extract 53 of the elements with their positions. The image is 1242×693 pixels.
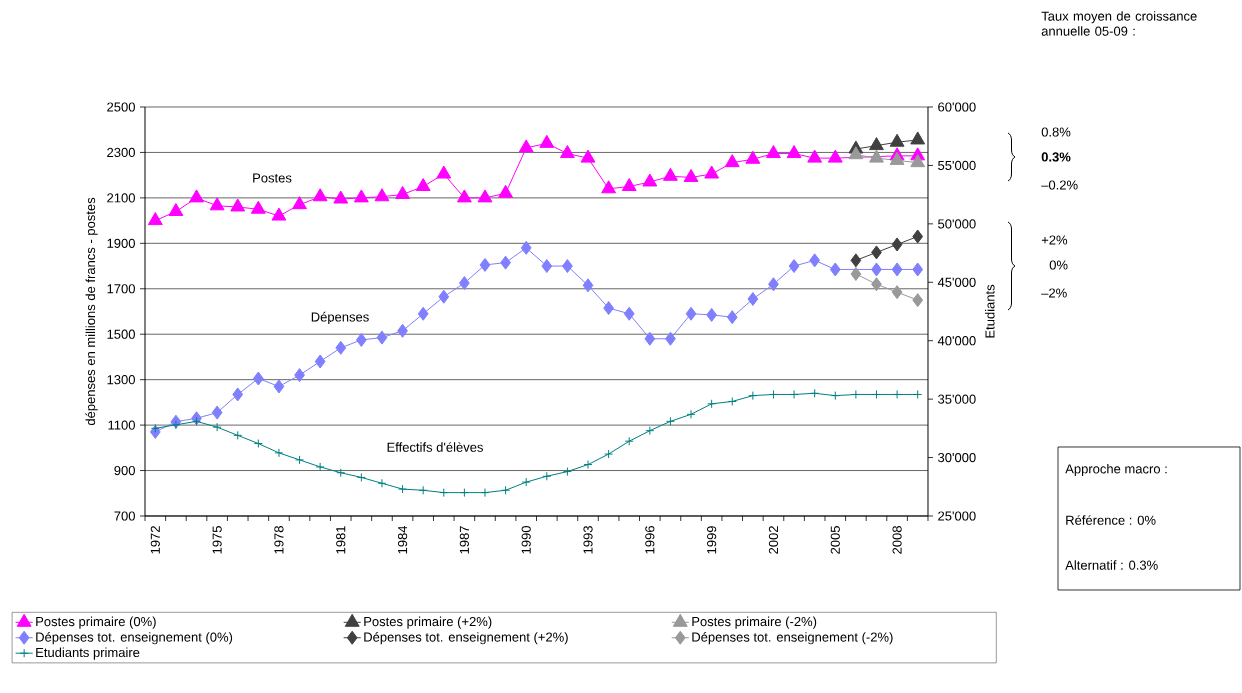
- legend-label: Postes primaire (+2%): [364, 616, 492, 629]
- legend-label: Dépenses tot. enseignement (0%): [36, 631, 233, 645]
- x-tick-label: 1975: [212, 526, 222, 554]
- text: Référence : 0%: [1066, 515, 1156, 525]
- y-tick-label: 1700: [107, 284, 135, 294]
- y-tick-label: 1500: [107, 329, 135, 339]
- x-tick-label: 1978: [274, 526, 284, 554]
- x-tick-label: 1981: [336, 526, 346, 554]
- y-tick-label: 1900: [107, 238, 135, 248]
- y2-tick-label: 55'000: [938, 160, 976, 171]
- legend-label: Postes primaire (0%): [36, 616, 156, 629]
- y2-tick-label: 30'000: [938, 452, 976, 463]
- y2-tick-label: 25'000: [938, 511, 976, 521]
- text: 0%: [1049, 260, 1068, 270]
- text: Alternatif : 0.3%: [1065, 560, 1158, 570]
- x-tick-label: 1972: [150, 526, 160, 554]
- text: 0.3%: [1041, 152, 1071, 162]
- x-tick-label: 2002: [768, 526, 779, 554]
- y2-tick-label: 35'000: [938, 394, 976, 404]
- annotation: Effectifs d'élèves: [387, 442, 483, 452]
- y-tick-label: 2300: [107, 147, 135, 158]
- y-tick-label: 2500: [107, 102, 135, 112]
- x-tick-label: 1990: [521, 526, 531, 554]
- legend-label: Dépenses tot. enseignement (+2%): [364, 631, 568, 645]
- x-tick-label: 1999: [707, 526, 717, 554]
- y2-axis-title: Etudiants: [985, 284, 995, 338]
- y-tick-label: 2100: [107, 193, 135, 203]
- y-tick-label: 900: [114, 465, 135, 476]
- text: Taux moyen de croissance annuelle 05-09 :: [1041, 11, 1197, 36]
- text: –2%: [1041, 288, 1067, 298]
- text: –0.2%: [1041, 180, 1078, 190]
- text: Approche macro :: [1065, 463, 1167, 477]
- y2-tick-label: 60'000: [938, 102, 976, 112]
- y-tick-label: 1100: [108, 420, 135, 430]
- y2-tick-label: 50'000: [938, 219, 976, 229]
- legend-label: Postes primaire (-2%): [692, 616, 817, 629]
- y-axis-title: dépenses en millions de francs - postes: [85, 197, 98, 426]
- x-tick-label: 1993: [583, 526, 593, 554]
- x-tick-label: 2008: [892, 526, 902, 554]
- legend-label: Etudiants primaire: [36, 647, 140, 660]
- y-tick-label: 700: [114, 511, 135, 521]
- text: 0.8%: [1041, 127, 1071, 137]
- annotation: Dépenses: [311, 311, 369, 325]
- x-tick-label: 1996: [645, 526, 655, 554]
- y2-tick-label: 45'000: [937, 277, 976, 287]
- x-tick-label: 2005: [830, 526, 840, 554]
- annotation: Postes: [253, 173, 292, 183]
- legend-label: Dépenses tot. enseignement (-2%): [692, 631, 893, 645]
- y2-tick-label: 40'000: [937, 336, 976, 346]
- x-tick-label: 1984: [397, 525, 408, 554]
- y-tick-label: 1300: [107, 375, 135, 385]
- x-tick-label: 1987: [459, 526, 469, 554]
- text: +2%: [1041, 235, 1068, 245]
